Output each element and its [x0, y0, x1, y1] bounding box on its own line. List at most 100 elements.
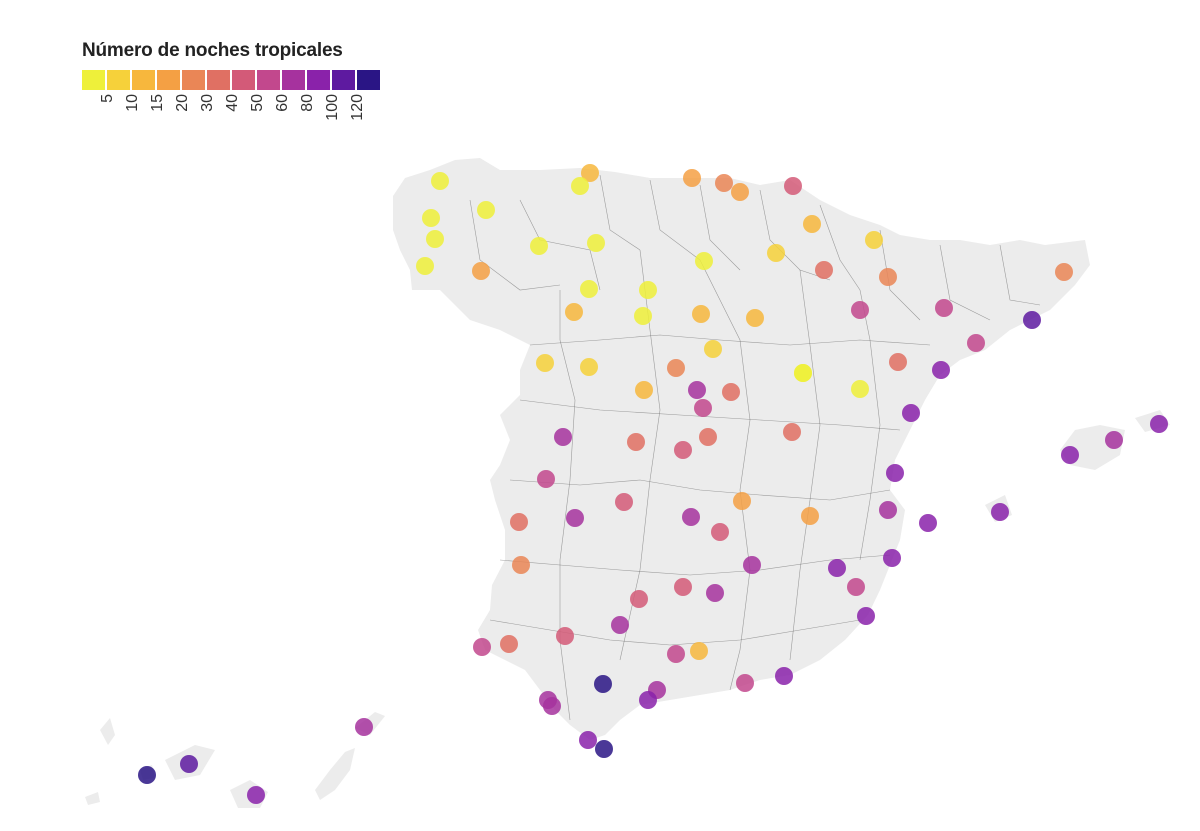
station-point[interactable]: [736, 674, 754, 692]
station-point[interactable]: [579, 731, 597, 749]
station-point[interactable]: [477, 201, 495, 219]
province-borders: [469, 174, 1041, 721]
station-point[interactable]: [919, 514, 937, 532]
station-point[interactable]: [1150, 415, 1168, 433]
station-point[interactable]: [682, 508, 700, 526]
station-point[interactable]: [543, 697, 561, 715]
station-point[interactable]: [695, 252, 713, 270]
legend-tick-label: 40: [224, 94, 241, 112]
station-point[interactable]: [1055, 263, 1073, 281]
station-point[interactable]: [615, 493, 633, 511]
station-point[interactable]: [803, 215, 821, 233]
station-point[interactable]: [667, 359, 685, 377]
station-point[interactable]: [731, 183, 749, 201]
station-point[interactable]: [699, 428, 717, 446]
station-point[interactable]: [857, 607, 875, 625]
station-point[interactable]: [530, 237, 548, 255]
station-point[interactable]: [784, 177, 802, 195]
station-point[interactable]: [581, 164, 599, 182]
station-point[interactable]: [473, 638, 491, 656]
station-point[interactable]: [851, 380, 869, 398]
legend-swatch: [257, 70, 280, 90]
station-point[interactable]: [247, 786, 265, 804]
station-point[interactable]: [775, 667, 793, 685]
station-point[interactable]: [674, 578, 692, 596]
legend-tick-label: 15: [149, 94, 166, 112]
station-point[interactable]: [704, 340, 722, 358]
station-point[interactable]: [851, 301, 869, 319]
station-point[interactable]: [667, 645, 685, 663]
station-point[interactable]: [733, 492, 751, 510]
station-point[interactable]: [595, 740, 613, 758]
station-point[interactable]: [500, 635, 518, 653]
station-point[interactable]: [138, 766, 156, 784]
station-point[interactable]: [815, 261, 833, 279]
station-point[interactable]: [935, 299, 953, 317]
station-point[interactable]: [594, 675, 612, 693]
station-point[interactable]: [635, 381, 653, 399]
station-point[interactable]: [743, 556, 761, 574]
station-point[interactable]: [847, 578, 865, 596]
station-point[interactable]: [510, 513, 528, 531]
station-point[interactable]: [431, 172, 449, 190]
station-point[interactable]: [1061, 446, 1079, 464]
station-point[interactable]: [355, 718, 373, 736]
station-point[interactable]: [883, 549, 901, 567]
station-point[interactable]: [967, 334, 985, 352]
station-point[interactable]: [690, 642, 708, 660]
station-point[interactable]: [722, 383, 740, 401]
station-point[interactable]: [554, 428, 572, 446]
station-point[interactable]: [879, 268, 897, 286]
station-point[interactable]: [587, 234, 605, 252]
legend-swatch: [107, 70, 130, 90]
station-point[interactable]: [879, 501, 897, 519]
station-point[interactable]: [180, 755, 198, 773]
station-point[interactable]: [674, 441, 692, 459]
station-point[interactable]: [580, 358, 598, 376]
station-point[interactable]: [1023, 311, 1041, 329]
station-point[interactable]: [902, 404, 920, 422]
station-point[interactable]: [422, 209, 440, 227]
station-point[interactable]: [767, 244, 785, 262]
station-point[interactable]: [889, 353, 907, 371]
station-point[interactable]: [828, 559, 846, 577]
station-point[interactable]: [711, 523, 729, 541]
station-point[interactable]: [706, 584, 724, 602]
station-point[interactable]: [580, 280, 598, 298]
station-point[interactable]: [634, 307, 652, 325]
station-point[interactable]: [783, 423, 801, 441]
station-point[interactable]: [991, 503, 1009, 521]
station-point[interactable]: [565, 303, 583, 321]
station-point[interactable]: [639, 281, 657, 299]
station-point[interactable]: [627, 433, 645, 451]
station-point[interactable]: [794, 364, 812, 382]
province-border: [489, 619, 861, 646]
station-point[interactable]: [472, 262, 490, 280]
station-point[interactable]: [801, 507, 819, 525]
station-point[interactable]: [688, 381, 706, 399]
station-point[interactable]: [1105, 431, 1123, 449]
station-point[interactable]: [426, 230, 444, 248]
mainland-shape: [393, 158, 1090, 740]
station-point[interactable]: [683, 169, 701, 187]
station-point[interactable]: [886, 464, 904, 482]
legend-tick-label: 100: [324, 94, 341, 121]
legend-swatch: [157, 70, 180, 90]
station-point[interactable]: [715, 174, 733, 192]
station-point[interactable]: [571, 177, 589, 195]
station-point[interactable]: [630, 590, 648, 608]
station-point[interactable]: [692, 305, 710, 323]
legend-tick-labels: 5 10 15 20 30 40 50 60 80 100 120: [82, 90, 402, 140]
station-point[interactable]: [932, 361, 950, 379]
station-point[interactable]: [611, 616, 629, 634]
station-point[interactable]: [536, 354, 554, 372]
station-point[interactable]: [512, 556, 530, 574]
station-point[interactable]: [556, 627, 574, 645]
station-point[interactable]: [639, 691, 657, 709]
station-point[interactable]: [416, 257, 434, 275]
station-point[interactable]: [865, 231, 883, 249]
station-point[interactable]: [566, 509, 584, 527]
station-point[interactable]: [537, 470, 555, 488]
station-point[interactable]: [746, 309, 764, 327]
station-point[interactable]: [694, 399, 712, 417]
